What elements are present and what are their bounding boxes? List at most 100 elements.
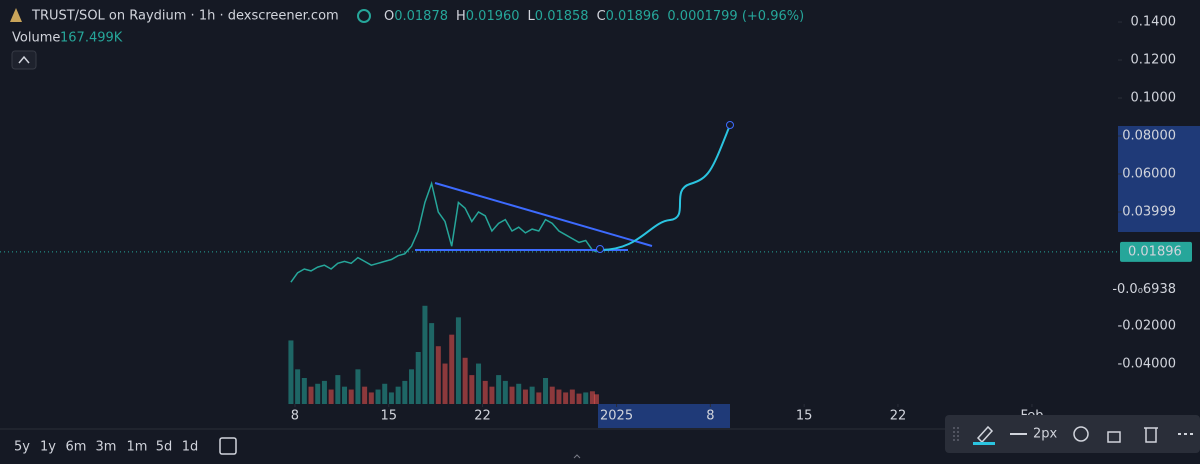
volume-bar xyxy=(422,305,428,404)
y-tick-label: -0.0₀6938 xyxy=(1112,282,1176,297)
y-tick-label: 0.03999 xyxy=(1122,204,1176,219)
volume-bar xyxy=(415,352,421,404)
status-dot xyxy=(357,9,371,23)
volume-bar xyxy=(583,392,589,404)
volume-bar xyxy=(288,340,294,404)
line-width[interactable]: 2px xyxy=(1033,427,1058,442)
x-tick-label: 15 xyxy=(796,409,813,424)
timeframe-button[interactable]: 5d xyxy=(156,440,173,455)
x-tick-label: 2025 xyxy=(600,409,633,424)
x-tick-label: 8 xyxy=(706,409,714,424)
drawing-handle[interactable] xyxy=(596,245,604,253)
lock-icon[interactable] xyxy=(1107,431,1121,443)
projection-curve xyxy=(599,124,731,251)
price-line xyxy=(290,180,597,283)
delete-icon[interactable] xyxy=(1144,427,1158,443)
volume-bar xyxy=(509,386,515,404)
x-tick-label: 22 xyxy=(890,409,907,424)
pen-icon[interactable] xyxy=(976,425,994,444)
y-tick-label: 0.06000 xyxy=(1122,166,1176,181)
volume-bar xyxy=(435,346,441,404)
collapse-button[interactable] xyxy=(11,50,37,70)
volume-bar xyxy=(489,386,495,404)
axis-range-highlight xyxy=(598,404,730,428)
ohlc-value: 0.01858 xyxy=(535,9,589,24)
volume-bar xyxy=(335,375,341,404)
volume-bar xyxy=(315,383,321,404)
volume-bar xyxy=(355,369,361,404)
volume-bar xyxy=(308,386,314,404)
ohlc-label: C xyxy=(597,9,606,24)
volume-bar xyxy=(368,392,374,404)
change: 0.0001799 (+0.96%) xyxy=(667,9,804,24)
volume-bar xyxy=(563,392,569,404)
y-tick-label: 0.1200 xyxy=(1131,53,1177,68)
y-tick-label: 0.08000 xyxy=(1122,128,1176,143)
timeframe-button[interactable]: 3m xyxy=(96,440,117,455)
volume-bar xyxy=(576,393,582,404)
volume-bar xyxy=(328,389,334,404)
volume-bar xyxy=(482,380,488,404)
scroll-icon[interactable] xyxy=(573,454,581,459)
volume-bar xyxy=(449,334,455,404)
volume-last: 167.499K xyxy=(60,31,123,46)
collapse-icon xyxy=(18,55,30,64)
volume-bar xyxy=(301,378,307,404)
ohlc-value: 0.01960 xyxy=(466,9,520,24)
volume-bar xyxy=(388,392,394,404)
volume-bar xyxy=(382,383,388,404)
x-tick-label: 22 xyxy=(474,409,491,424)
timeframe-button[interactable]: 1d xyxy=(182,440,199,455)
volume-bar xyxy=(556,389,562,404)
settings-icon[interactable] xyxy=(1073,426,1089,442)
volume-bar xyxy=(462,357,468,404)
volume-bar xyxy=(569,389,575,404)
volume-bar xyxy=(362,386,368,404)
timeframe-button[interactable]: 5y xyxy=(14,440,30,455)
volume-bar xyxy=(549,386,555,404)
volume-bar xyxy=(502,380,508,404)
volume-bar xyxy=(529,386,535,404)
chart-title: TRUST/SOL on Raydium · 1h · dexscreener.… xyxy=(31,9,339,24)
drawing-handle[interactable] xyxy=(726,121,734,129)
last-price-label: 0.01896 xyxy=(1128,244,1182,259)
volume-bar xyxy=(593,394,599,404)
timeframe-button[interactable]: 1m xyxy=(127,440,148,455)
ohlc-value: 0.01896 xyxy=(606,9,660,24)
volume-label: Volume xyxy=(12,31,60,46)
ohlc-value: 0.01878 xyxy=(394,9,448,24)
x-tick-label: 15 xyxy=(380,409,397,424)
volume-bar xyxy=(348,389,354,404)
date-range-icon[interactable] xyxy=(219,437,237,455)
volume-bar xyxy=(429,323,435,404)
last-price-box xyxy=(1120,241,1192,262)
volume-bar xyxy=(402,380,408,404)
timeframe-button[interactable]: 6m xyxy=(66,440,87,455)
trendline xyxy=(434,182,653,247)
y-tick-label: 0.1400 xyxy=(1131,15,1177,30)
volume-bar xyxy=(516,383,522,404)
y-tick-label: 0.1000 xyxy=(1131,91,1177,106)
logo xyxy=(10,8,22,22)
volume-bar xyxy=(536,392,542,404)
axis-range-highlight xyxy=(1118,126,1200,232)
volume-bar xyxy=(342,386,348,404)
x-tick-label: 8 xyxy=(291,409,299,424)
volume-bar xyxy=(543,378,549,404)
volume-bar xyxy=(295,369,301,404)
timeframe-button[interactable]: 1y xyxy=(40,440,56,455)
ohlc-label: O xyxy=(384,9,394,24)
ohlc-label: L xyxy=(528,9,536,24)
color-swatch[interactable] xyxy=(973,442,995,445)
y-tick-label: -0.04000 xyxy=(1118,356,1176,371)
volume-bar xyxy=(469,375,475,404)
volume-bar xyxy=(589,391,595,404)
volume-bar xyxy=(395,386,401,404)
volume-bar xyxy=(522,389,528,404)
volume-bar xyxy=(409,369,415,404)
volume-bar xyxy=(476,363,482,404)
ohlc-label: H xyxy=(456,9,466,24)
